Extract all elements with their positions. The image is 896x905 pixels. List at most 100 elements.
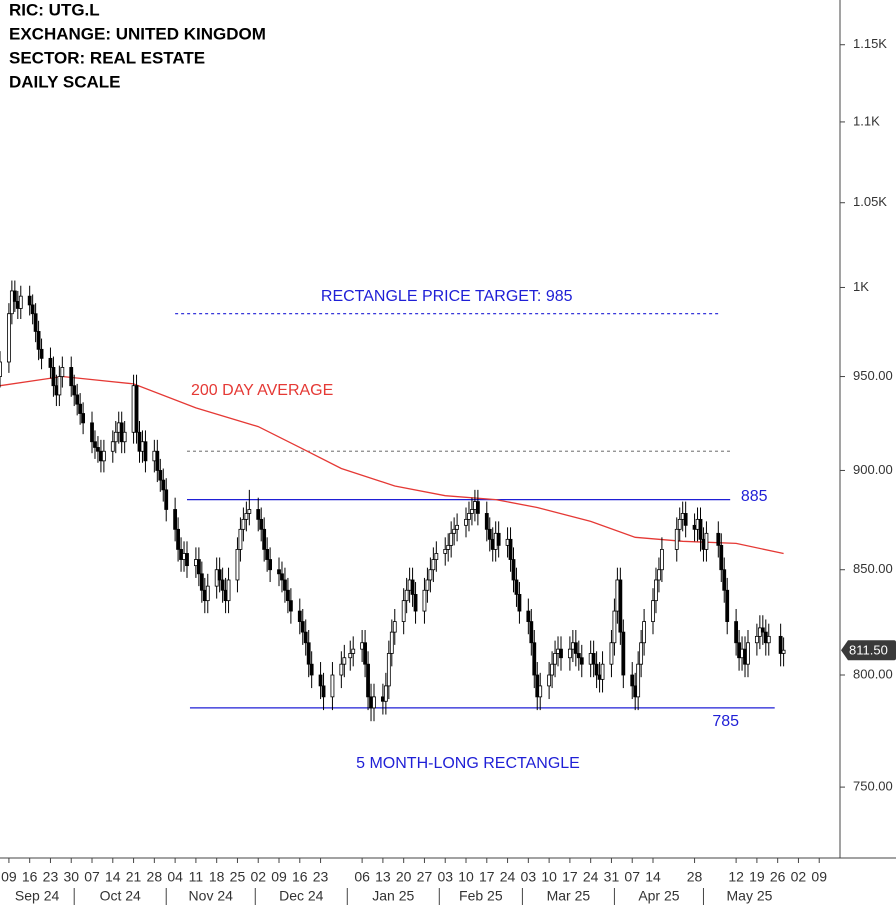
candle-body xyxy=(194,559,198,567)
candle-body xyxy=(642,621,646,644)
y-tick-label: 850.00 xyxy=(853,561,893,576)
candle-body xyxy=(674,528,679,550)
candle-body xyxy=(309,663,314,676)
candle-body xyxy=(766,635,771,644)
candle-body xyxy=(179,549,183,560)
candle-body xyxy=(96,447,100,452)
x-tick-label: 23 xyxy=(313,869,329,885)
candle-body xyxy=(508,538,513,560)
candle-body xyxy=(15,301,20,309)
month-label: May 25 xyxy=(727,888,773,904)
candle-body xyxy=(131,385,136,433)
x-tick-label: 09 xyxy=(811,869,827,885)
candle-body xyxy=(235,549,240,581)
candle-body xyxy=(683,513,688,526)
candle-body xyxy=(247,509,252,514)
y-tick-label: 1.15K xyxy=(853,36,887,51)
x-tick-label: 09 xyxy=(1,869,17,885)
candle-body xyxy=(740,648,744,659)
candle-body xyxy=(217,569,222,581)
x-tick-label: 31 xyxy=(604,869,620,885)
x-tick-label: 24 xyxy=(500,869,516,885)
x-tick-label: 30 xyxy=(63,869,79,885)
candle-body xyxy=(57,376,62,396)
header-line: SECTOR: REAL ESTATE xyxy=(9,48,205,67)
candle-body xyxy=(33,313,38,332)
month-label: Oct 24 xyxy=(100,888,141,904)
candle-body xyxy=(692,524,697,530)
annotation: 5 MONTH-LONG RECTANGLE xyxy=(356,755,580,772)
candle-body xyxy=(470,509,474,514)
candle-body xyxy=(372,696,376,709)
candle-body xyxy=(99,450,103,462)
candle-body xyxy=(505,538,510,546)
x-tick-label: 23 xyxy=(43,869,59,885)
last-price-label: 811.50 xyxy=(849,643,888,658)
candle-body xyxy=(176,528,180,550)
candle-body xyxy=(318,674,323,687)
candle-body xyxy=(754,635,759,644)
candle-body xyxy=(36,331,41,350)
y-tick-label: 950.00 xyxy=(853,368,893,383)
candle-body xyxy=(698,518,703,540)
y-tick-label: 750.00 xyxy=(853,779,893,794)
month-label: Mar 25 xyxy=(547,888,591,904)
candle-body xyxy=(760,627,765,633)
month-label: Apr 25 xyxy=(638,888,679,904)
candle-body xyxy=(303,631,308,644)
x-tick-label: 20 xyxy=(396,869,412,885)
candle-body xyxy=(143,441,148,462)
candle-body xyxy=(226,579,231,602)
candle-body xyxy=(422,589,427,612)
candle-body xyxy=(69,367,74,387)
candle-body xyxy=(621,631,626,676)
y-tick-label: 1K xyxy=(853,279,869,294)
candle-body xyxy=(297,610,302,622)
header-line: RIC: UTG.L xyxy=(9,0,100,19)
candle-body xyxy=(27,295,32,306)
x-tick-label: 16 xyxy=(292,869,308,885)
candle-body xyxy=(196,559,201,575)
candle-body xyxy=(265,549,270,560)
candle-body xyxy=(428,569,433,581)
candle-body xyxy=(443,549,448,554)
candle-body xyxy=(680,513,685,520)
candle-body xyxy=(778,635,783,654)
candle-body xyxy=(547,674,552,687)
candle-body xyxy=(300,621,305,633)
candle-body xyxy=(449,532,454,546)
candle-body xyxy=(241,518,246,530)
candle-body xyxy=(259,518,264,530)
candle-body xyxy=(475,501,480,514)
candle-body xyxy=(570,642,575,650)
candle-body xyxy=(101,450,106,462)
y-tick-label: 1.1K xyxy=(853,113,880,128)
candle-body xyxy=(116,422,121,433)
candle-body xyxy=(244,513,249,520)
candle-body xyxy=(214,569,219,587)
candle-body xyxy=(757,627,762,637)
candle-body xyxy=(615,579,620,612)
candle-body xyxy=(173,509,178,530)
candle-body xyxy=(511,559,516,581)
candle-body xyxy=(636,663,641,698)
level-label: 785 xyxy=(712,713,739,730)
candle-body xyxy=(630,674,635,687)
last-price-badge xyxy=(841,640,896,661)
header-line: EXCHANGE: UNITED KINGDOM xyxy=(9,24,266,43)
candle-body xyxy=(413,594,418,612)
candle-body xyxy=(538,685,543,698)
candle-body xyxy=(262,528,267,550)
candle-body xyxy=(609,642,614,665)
x-tick-label: 17 xyxy=(562,869,578,885)
candle-body xyxy=(306,642,311,665)
candle-body xyxy=(591,653,596,665)
candle-body xyxy=(410,579,415,595)
candle-body xyxy=(473,501,477,510)
candle-body xyxy=(600,663,605,680)
candle-body xyxy=(238,528,243,550)
candle-body xyxy=(330,674,335,698)
candle-body xyxy=(467,513,471,520)
x-tick-label: 21 xyxy=(126,869,142,885)
